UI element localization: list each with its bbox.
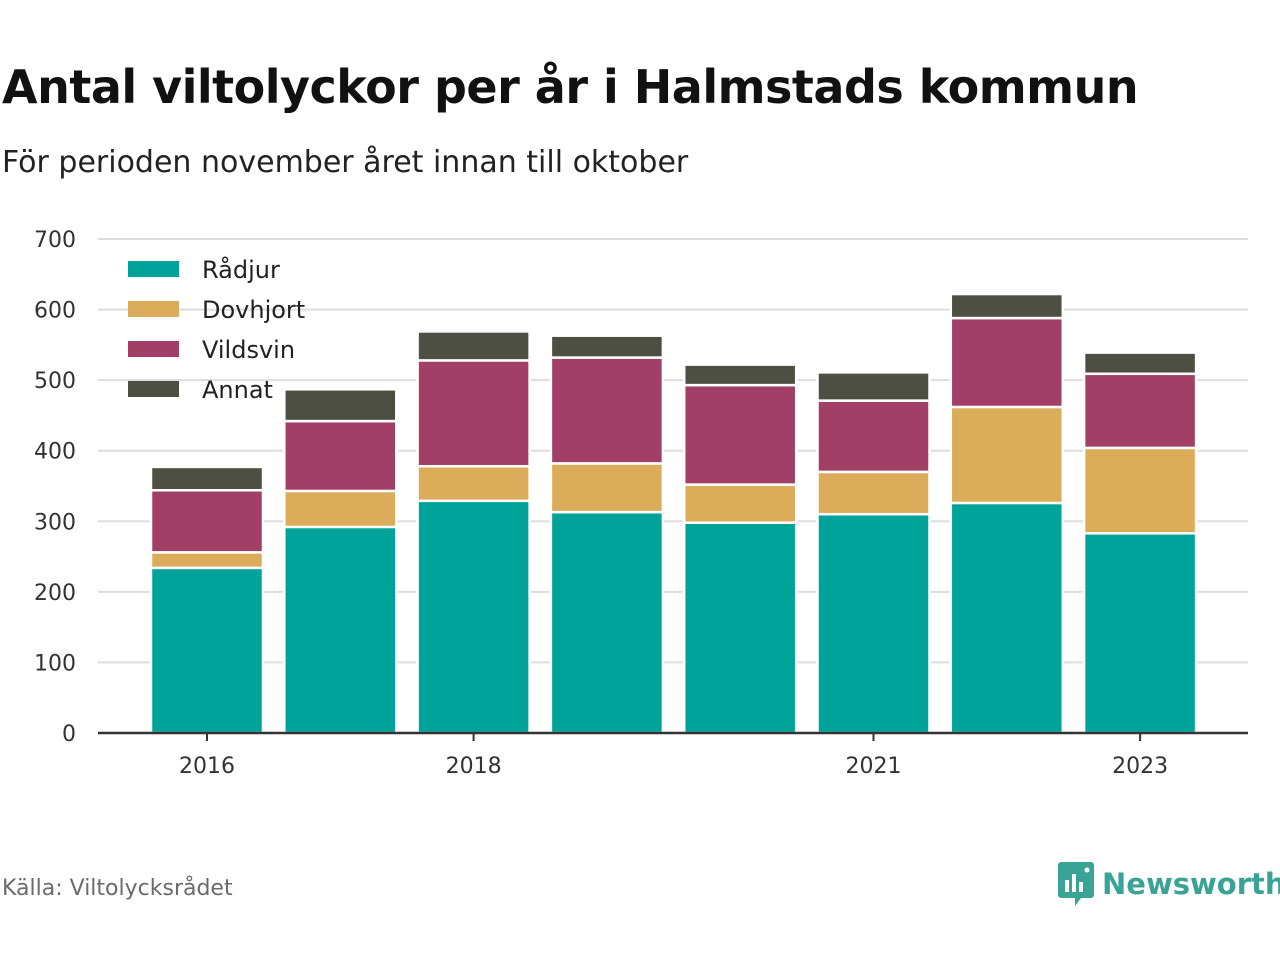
bar-segment-dovhjort-2017 <box>283 489 398 529</box>
x-tick-label: 2023 <box>1112 754 1168 779</box>
bar-segment-vildsvin-2020 <box>682 383 798 486</box>
bars <box>149 292 1198 735</box>
bar-segment-annat-2023 <box>1082 351 1198 376</box>
bar-segment-vildsvin-2017 <box>283 419 398 493</box>
y-tick-label: 300 <box>34 510 76 535</box>
bar-segment-rådjur-2019 <box>549 510 665 735</box>
x-tick-label: 2016 <box>179 754 235 779</box>
brand-name: Newsworthy <box>1102 867 1280 901</box>
bar-segment-rådjur-2017 <box>283 525 398 735</box>
bar-segment-rådjur-2018 <box>416 499 531 735</box>
newsworthy-logo-icon <box>1058 862 1094 906</box>
bar-segment-dovhjort-2018 <box>416 464 531 503</box>
legend-swatch-annat <box>128 381 179 397</box>
bar-segment-annat-2018 <box>416 330 531 362</box>
y-axis: 0 100 200 300 400 500 600 700 <box>34 228 76 747</box>
brand-logo: Newsworthy <box>1058 862 1280 906</box>
bar-segment-dovhjort-2019 <box>549 462 665 514</box>
bar-segment-dovhjort-2022 <box>949 405 1065 505</box>
y-tick-label: 100 <box>34 651 76 676</box>
x-tick-label: 2018 <box>446 754 502 779</box>
bar-segment-vildsvin-2016 <box>149 488 265 554</box>
x-axis: 2016 2018 2021 2023 <box>98 731 1248 779</box>
source-note: Källa: Viltolycksrådet <box>2 876 233 901</box>
legend-label-annat: Annat <box>202 376 273 404</box>
bar-segment-rådjur-2016 <box>149 566 265 735</box>
bar-segment-rådjur-2023 <box>1082 532 1198 735</box>
legend-label-vildsvin: Vildsvin <box>202 336 295 364</box>
bar-segment-rådjur-2022 <box>949 501 1065 735</box>
bar-segment-dovhjort-2020 <box>682 483 798 524</box>
y-tick-label: 400 <box>34 440 76 465</box>
bar-segment-annat-2016 <box>149 465 265 492</box>
bar-segment-vildsvin-2022 <box>949 316 1065 409</box>
y-tick-label: 600 <box>34 299 76 324</box>
bar-segment-annat-2021 <box>816 371 931 402</box>
legend-label-dovhjort: Dovhjort <box>202 296 305 324</box>
bar-segment-rådjur-2021 <box>816 512 931 735</box>
bar-segment-dovhjort-2023 <box>1082 446 1198 535</box>
legend-swatch-dovhjort <box>128 301 179 317</box>
bar-segment-annat-2017 <box>283 388 398 423</box>
legend-swatch-rådjur <box>128 261 179 277</box>
legend: Rådjur Dovhjort Vildsvin Annat <box>128 255 305 404</box>
bar-segment-annat-2022 <box>949 292 1065 320</box>
bar-segment-vildsvin-2018 <box>416 359 531 468</box>
y-tick-label: 700 <box>34 228 76 253</box>
x-tick-label: 2021 <box>846 754 902 779</box>
y-tick-label: 0 <box>62 722 76 747</box>
y-tick-label: 200 <box>34 581 76 606</box>
legend-swatch-vildsvin <box>128 341 179 357</box>
bar-segment-dovhjort-2016 <box>149 551 265 570</box>
y-tick-label: 500 <box>34 369 76 394</box>
bar-segment-annat-2020 <box>682 363 798 387</box>
chart-subtitle: För perioden november året innan till ok… <box>2 145 689 180</box>
bar-segment-vildsvin-2023 <box>1082 372 1198 450</box>
chart-title: Antal viltolyckor per år i Halmstads kom… <box>2 60 1139 114</box>
legend-label-rådjur: Rådjur <box>202 255 280 284</box>
bar-segment-vildsvin-2021 <box>816 399 931 474</box>
bar-segment-annat-2019 <box>549 334 665 359</box>
bar-segment-dovhjort-2021 <box>816 470 931 516</box>
bar-segment-vildsvin-2019 <box>549 356 665 465</box>
bar-segment-rådjur-2020 <box>682 521 798 735</box>
